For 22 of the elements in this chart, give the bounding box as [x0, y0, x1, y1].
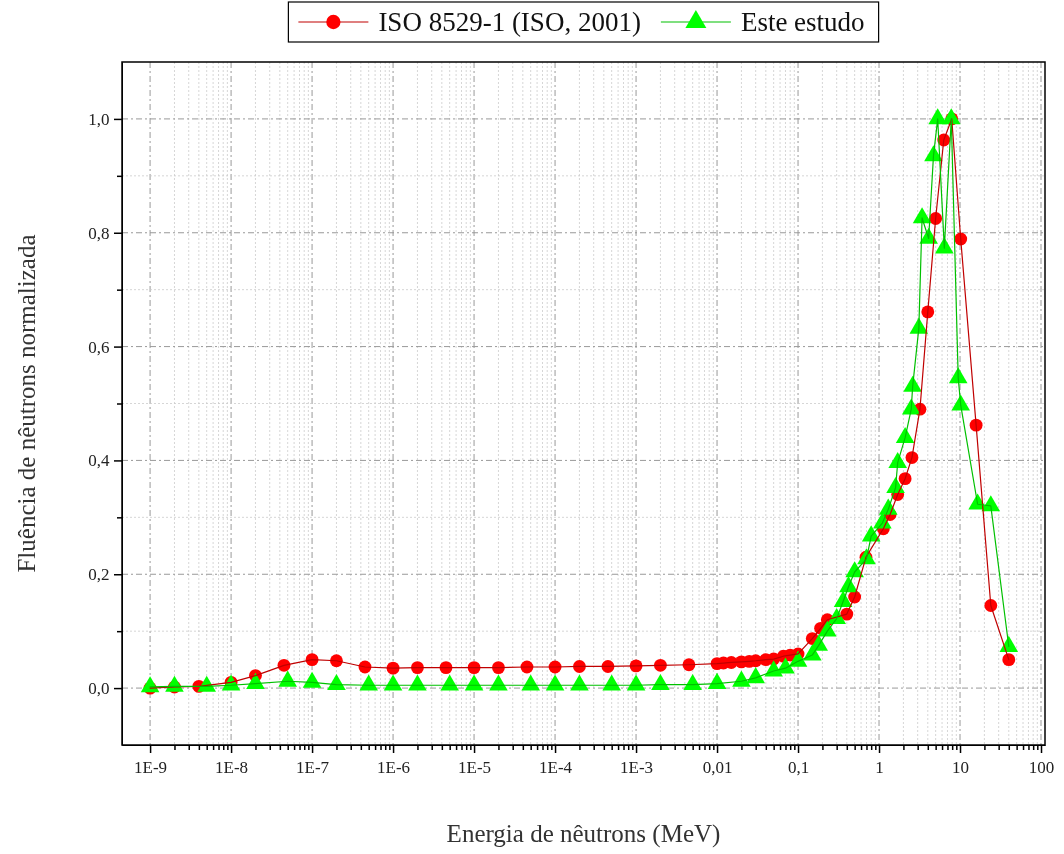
x-axis-title: Energia de nêutrons (MeV) [446, 820, 721, 848]
x-tick-label: 1 [875, 757, 884, 777]
x-tick-label: 0,01 [702, 757, 733, 777]
y-tick-label: 0,2 [88, 565, 110, 585]
legend-label: ISO 8529-1 (ISO, 2001) [378, 7, 641, 37]
x-tick-label: 0,1 [787, 757, 810, 777]
y-tick-label: 0,4 [88, 451, 111, 471]
y-tick-label: 0,8 [88, 223, 110, 243]
x-tick-label: 1E-9 [134, 757, 168, 777]
x-tick-label: 1E-8 [215, 757, 249, 777]
y-tick-label: 0,0 [88, 679, 110, 699]
x-tick-label: 1E-6 [377, 757, 411, 777]
y-tick-label: 0,6 [88, 337, 110, 357]
x-tick-label: 1E-7 [296, 757, 330, 777]
x-tick-label: 1E-3 [620, 757, 654, 777]
x-tick-label: 10 [952, 757, 970, 777]
x-tick-label: 1E-5 [458, 757, 492, 777]
x-tick-label: 100 [1028, 757, 1055, 777]
x-tick-label: 1E-4 [539, 757, 573, 777]
y-axis-title: Fluência de nêutrons normalizada [13, 234, 40, 573]
y-tick-label: 1,0 [88, 109, 110, 129]
legend-label: Este estudo [740, 7, 865, 37]
